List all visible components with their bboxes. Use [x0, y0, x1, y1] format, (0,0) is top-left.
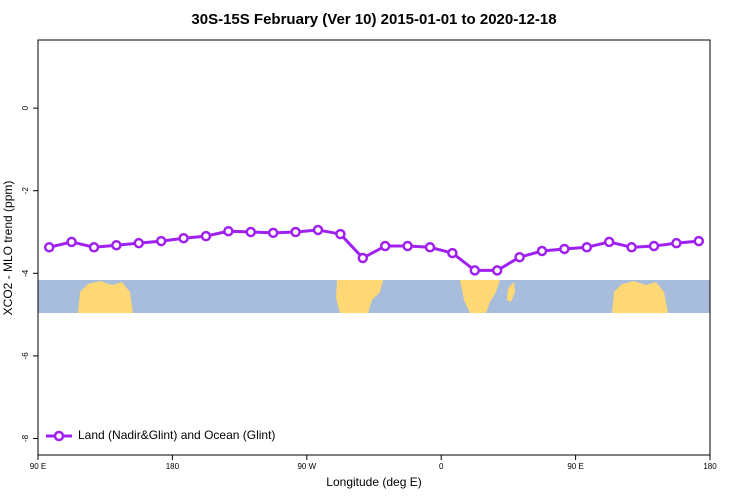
- point: [693, 235, 705, 247]
- map-strip: [38, 280, 710, 313]
- chart-title: 30S-15S February (Ver 10) 2015-01-01 to …: [191, 11, 556, 28]
- point: [88, 242, 100, 253]
- point: [447, 247, 458, 259]
- point: [290, 226, 301, 238]
- y-tick-label: -2: [21, 187, 30, 195]
- point: [603, 236, 615, 248]
- point: [200, 230, 212, 242]
- point: [155, 235, 167, 247]
- x-tick-label: 180: [166, 462, 180, 471]
- y-tick-label: 0: [21, 105, 30, 110]
- point: [536, 245, 548, 257]
- point: [491, 265, 503, 276]
- point: [133, 237, 145, 249]
- x-tick-label: 0: [439, 462, 444, 471]
- legend-label: Land (Nadir&Glint) and Ocean (Glint): [78, 428, 275, 442]
- x-tick-label: 90 E: [30, 462, 46, 471]
- point: [312, 224, 324, 236]
- point: [469, 265, 481, 276]
- point: [267, 227, 279, 239]
- point: [559, 243, 570, 255]
- point: [424, 242, 436, 253]
- point: [626, 242, 637, 253]
- point: [379, 240, 391, 252]
- point: [43, 242, 55, 253]
- point: [223, 225, 234, 237]
- point: [111, 239, 122, 251]
- legend-marker: [53, 430, 65, 442]
- x-tick-label: 90 W: [297, 462, 316, 471]
- point: [245, 226, 257, 238]
- point: [335, 228, 346, 240]
- point: [357, 252, 369, 264]
- y-tick-label: -6: [21, 352, 30, 360]
- y-tick-label: -8: [21, 434, 30, 442]
- x-tick-label: 180: [703, 462, 717, 471]
- x-tick-label: 90 E: [567, 462, 583, 471]
- point: [402, 240, 413, 252]
- point: [66, 236, 77, 248]
- point: [514, 251, 525, 263]
- plot-frame: [37, 39, 711, 456]
- y-axis-label: XCO2 - MLO trend (ppm): [1, 181, 15, 316]
- series-line: [48, 228, 699, 272]
- point: [648, 240, 660, 252]
- point: [581, 242, 593, 253]
- point: [671, 237, 682, 249]
- y-tick-label: -4: [21, 269, 30, 277]
- point: [178, 232, 189, 244]
- x-axis-label: Longitude (deg E): [326, 475, 421, 489]
